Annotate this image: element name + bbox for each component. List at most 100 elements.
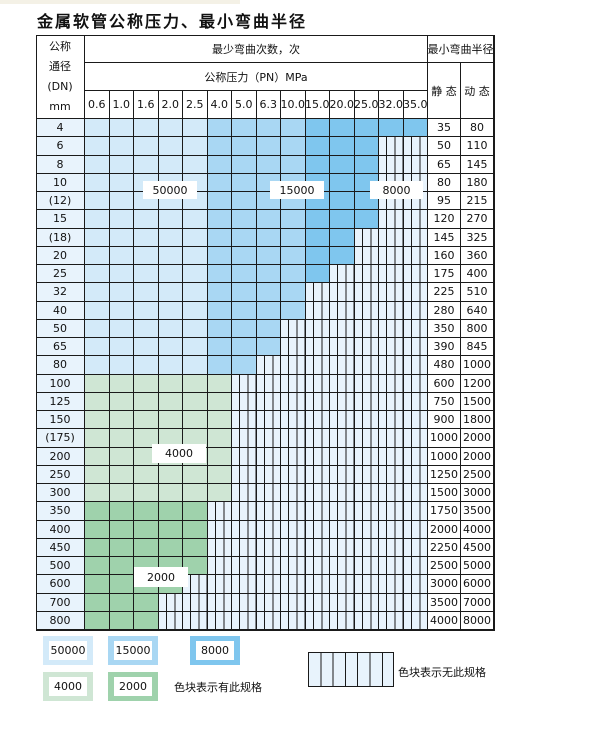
cell-15000 bbox=[256, 265, 281, 284]
static-radius-cell: 225 bbox=[428, 283, 461, 302]
cell-unavailable bbox=[403, 447, 428, 466]
cell-unavailable bbox=[281, 484, 306, 503]
cell-15000 bbox=[232, 192, 257, 211]
dynamic-radius-cell: 110 bbox=[461, 137, 494, 156]
cell-unavailable bbox=[232, 538, 257, 557]
cell-unavailable bbox=[232, 502, 257, 521]
cell-50000 bbox=[109, 173, 134, 192]
dn-cell: 100 bbox=[36, 374, 85, 393]
zone-label-15000: 15000 bbox=[270, 181, 324, 199]
dynamic-radius-cell: 2000 bbox=[461, 429, 494, 448]
pressure-col-header: 6.3 bbox=[256, 91, 281, 119]
legend-2000-label: 2000 bbox=[114, 677, 152, 696]
dn-header-line: 通径 bbox=[49, 59, 71, 73]
cell-15000 bbox=[256, 338, 281, 357]
cell-4000 bbox=[207, 392, 232, 411]
cell-2000 bbox=[85, 520, 110, 539]
cell-15000 bbox=[281, 155, 306, 174]
cell-unavailable bbox=[403, 411, 428, 430]
cell-unavailable bbox=[403, 283, 428, 302]
cell-unavailable bbox=[354, 593, 379, 612]
cell-unavailable bbox=[403, 374, 428, 393]
dn-cell: 4 bbox=[36, 119, 85, 138]
static-header: 静 态 bbox=[428, 63, 461, 119]
cell-50000 bbox=[85, 319, 110, 338]
cell-unavailable bbox=[207, 611, 232, 630]
static-radius-cell: 1250 bbox=[428, 465, 461, 484]
cell-unavailable bbox=[256, 374, 281, 393]
cell-unavailable bbox=[256, 611, 281, 630]
cell-50000 bbox=[85, 192, 110, 211]
pressure-col-header: 1.0 bbox=[109, 91, 134, 119]
cell-50000 bbox=[85, 265, 110, 284]
cell-unavailable bbox=[281, 374, 306, 393]
cell-unavailable bbox=[354, 283, 379, 302]
static-radius-cell: 1000 bbox=[428, 447, 461, 466]
cell-15000 bbox=[256, 283, 281, 302]
legend-50000: 50000 bbox=[43, 636, 93, 665]
cell-50000 bbox=[109, 228, 134, 247]
cell-8000 bbox=[330, 173, 355, 192]
cell-50000 bbox=[158, 338, 183, 357]
cell-unavailable bbox=[403, 538, 428, 557]
cell-unavailable bbox=[330, 392, 355, 411]
cell-50000 bbox=[134, 228, 159, 247]
cell-50000 bbox=[183, 155, 208, 174]
cell-15000 bbox=[256, 155, 281, 174]
cell-15000 bbox=[232, 119, 257, 138]
cell-unavailable bbox=[330, 429, 355, 448]
legend-50000-label: 50000 bbox=[49, 641, 87, 660]
dynamic-radius-cell: 80 bbox=[461, 119, 494, 138]
cell-unavailable bbox=[403, 575, 428, 594]
dn-cell: 20 bbox=[36, 246, 85, 265]
dynamic-header: 动 态 bbox=[461, 63, 494, 119]
cell-unavailable bbox=[305, 593, 330, 612]
cell-unavailable bbox=[256, 356, 281, 375]
cell-50000 bbox=[134, 319, 159, 338]
cell-15000 bbox=[232, 246, 257, 265]
cell-unavailable bbox=[379, 283, 404, 302]
cell-4000 bbox=[109, 429, 134, 448]
cell-50000 bbox=[85, 301, 110, 320]
cycles-header: 最少弯曲次数，次 bbox=[85, 35, 428, 63]
cell-4000 bbox=[207, 447, 232, 466]
dn-cell: 250 bbox=[36, 465, 85, 484]
cell-50000 bbox=[183, 265, 208, 284]
cell-50000 bbox=[134, 301, 159, 320]
cell-unavailable bbox=[379, 210, 404, 229]
cell-unavailable bbox=[281, 411, 306, 430]
cell-50000 bbox=[183, 119, 208, 138]
cell-50000 bbox=[109, 283, 134, 302]
cell-15000 bbox=[256, 119, 281, 138]
cell-50000 bbox=[158, 319, 183, 338]
dn-cell: 6 bbox=[36, 137, 85, 156]
cell-2000 bbox=[134, 520, 159, 539]
cell-unavailable bbox=[379, 228, 404, 247]
cell-50000 bbox=[109, 301, 134, 320]
cell-4000 bbox=[158, 484, 183, 503]
dn-cell: 10 bbox=[36, 173, 85, 192]
cell-unavailable bbox=[330, 465, 355, 484]
cell-unavailable bbox=[379, 356, 404, 375]
cell-unavailable bbox=[330, 538, 355, 557]
cell-unavailable bbox=[305, 283, 330, 302]
dn-cell: (18) bbox=[36, 228, 85, 247]
cell-unavailable bbox=[305, 575, 330, 594]
cell-unavailable bbox=[379, 374, 404, 393]
cell-unavailable bbox=[281, 575, 306, 594]
cell-50000 bbox=[109, 192, 134, 211]
cell-unavailable bbox=[281, 465, 306, 484]
cell-2000 bbox=[158, 520, 183, 539]
cell-unavailable bbox=[305, 465, 330, 484]
dn-cell: 32 bbox=[36, 283, 85, 302]
dynamic-radius-cell: 4000 bbox=[461, 520, 494, 539]
static-radius-cell: 3500 bbox=[428, 593, 461, 612]
cell-2000 bbox=[85, 557, 110, 576]
cell-15000 bbox=[207, 246, 232, 265]
cell-unavailable bbox=[207, 557, 232, 576]
cell-unavailable bbox=[403, 338, 428, 357]
static-radius-cell: 390 bbox=[428, 338, 461, 357]
cell-unavailable bbox=[379, 155, 404, 174]
cell-unavailable bbox=[330, 283, 355, 302]
cell-2000 bbox=[183, 538, 208, 557]
